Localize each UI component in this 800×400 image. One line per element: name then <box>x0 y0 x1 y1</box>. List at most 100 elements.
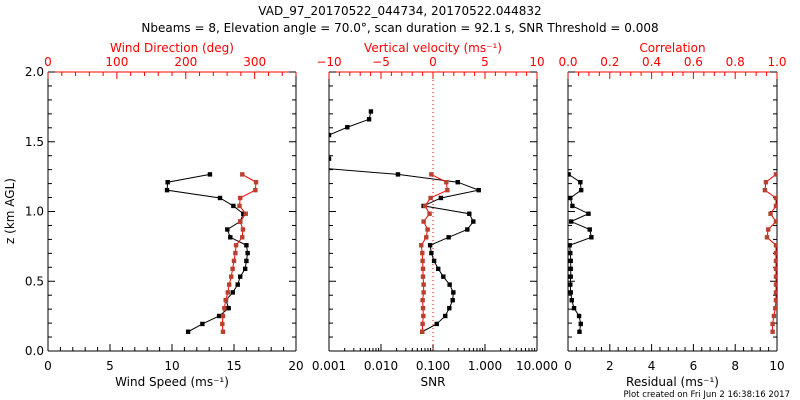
top-tick-label: 5 <box>481 55 489 69</box>
data-point <box>445 187 450 193</box>
data-point <box>578 187 584 193</box>
data-point <box>230 266 235 272</box>
x-tick-label: 0 <box>44 359 52 373</box>
data-point <box>773 172 777 177</box>
data-point <box>420 266 426 272</box>
data-point <box>422 203 428 209</box>
x-tick-label: 0.100 <box>416 359 450 373</box>
data-point <box>220 313 226 319</box>
data-point <box>773 266 777 272</box>
data-point <box>231 203 236 209</box>
top-tick-label: 1.0 <box>767 55 786 69</box>
data-point <box>568 282 573 287</box>
data-point <box>345 125 350 130</box>
data-point <box>450 298 455 303</box>
data-point <box>240 227 246 232</box>
top-tick-label: 0 <box>44 55 52 69</box>
data-point <box>427 211 432 216</box>
data-point <box>773 282 777 287</box>
data-point <box>223 298 228 303</box>
data-point <box>568 219 574 224</box>
data-point <box>421 313 426 319</box>
x-tick-label: 10 <box>769 359 784 373</box>
series-wind-direction <box>220 172 259 334</box>
series-residual <box>568 172 594 334</box>
x-tick-label: 6 <box>690 359 698 373</box>
y-tick-label: 2.0 <box>25 65 44 79</box>
data-point <box>164 187 170 193</box>
data-point <box>421 290 426 295</box>
data-point <box>300 164 304 168</box>
data-point <box>427 243 433 248</box>
data-point <box>329 132 332 138</box>
x-tick-label: 15 <box>226 359 241 373</box>
data-point <box>225 227 230 232</box>
data-point <box>431 258 437 264</box>
data-point <box>420 274 426 279</box>
x-tick-label: 4 <box>648 359 656 373</box>
top-axis-label: Correlation <box>639 41 705 55</box>
data-point <box>773 258 777 264</box>
data-point <box>242 266 248 272</box>
x-tick-label: 20 <box>288 359 303 373</box>
data-point <box>446 235 451 240</box>
data-point <box>578 180 583 185</box>
data-point <box>185 329 191 334</box>
data-point <box>226 282 232 287</box>
x-tick-label: 0 <box>564 359 572 373</box>
data-point <box>420 298 425 303</box>
data-point <box>451 290 456 295</box>
data-point <box>465 227 470 232</box>
data-point <box>207 172 213 177</box>
data-point <box>471 219 476 224</box>
data-point <box>770 329 775 334</box>
data-point <box>420 321 425 327</box>
top-tick-label: 0.0 <box>558 55 577 69</box>
data-point <box>763 180 769 185</box>
top-tick-label: −10 <box>316 55 341 69</box>
data-point <box>428 195 433 201</box>
data-point <box>395 172 401 177</box>
data-point <box>586 211 591 216</box>
data-point <box>455 180 460 185</box>
panel-2: 0.001 0.010 0.100 1.000 10.000 SNR −10 −5 0 5 10 Ve… <box>300 41 558 389</box>
panel-3: 0 2 4 6 8 10 Residual (ms⁻¹) 0.0 0.2 0.4 0.6 0.8 1.0… <box>558 41 786 389</box>
top-axis-label: Vertical velocity (ms⁻¹) <box>364 41 502 55</box>
top-tick-label: 200 <box>174 55 197 69</box>
data-point <box>217 195 223 201</box>
x-tick-label: 10.000 <box>516 359 558 373</box>
data-point <box>444 180 449 185</box>
plot-created-footer: Plot created on Fri Jun 2 16:38:16 2017 <box>623 390 790 400</box>
data-point <box>587 227 592 232</box>
data-point <box>238 195 243 201</box>
x-tick-label: 2 <box>606 359 614 373</box>
y-tick-label: 1.5 <box>25 135 44 149</box>
data-point <box>568 243 572 248</box>
data-point <box>226 305 231 311</box>
data-point <box>220 321 225 327</box>
data-point <box>231 258 237 264</box>
y-tick-label: 0.0 <box>25 344 44 358</box>
top-tick-label: −5 <box>372 55 390 69</box>
x-tick-label: 1.000 <box>468 359 502 373</box>
title-line-1: VAD_97_20170522_044734, 20170522.044832 <box>258 4 541 18</box>
data-point <box>773 250 777 256</box>
data-point <box>429 250 434 256</box>
data-point <box>421 282 426 287</box>
data-point <box>773 219 777 224</box>
data-point <box>306 149 310 153</box>
x-tick-label: 10 <box>164 359 179 373</box>
data-point <box>241 211 246 216</box>
data-point <box>230 290 235 295</box>
data-point <box>366 117 372 122</box>
data-point <box>220 329 226 334</box>
data-point <box>425 227 430 232</box>
data-point <box>568 250 573 256</box>
data-point <box>419 243 424 248</box>
top-tick-label: 0.4 <box>642 55 661 69</box>
data-point <box>568 290 573 295</box>
y-tick-label: 1.0 <box>25 205 44 219</box>
data-point <box>238 274 243 279</box>
data-point <box>368 109 374 114</box>
top-tick-label: 100 <box>105 55 128 69</box>
